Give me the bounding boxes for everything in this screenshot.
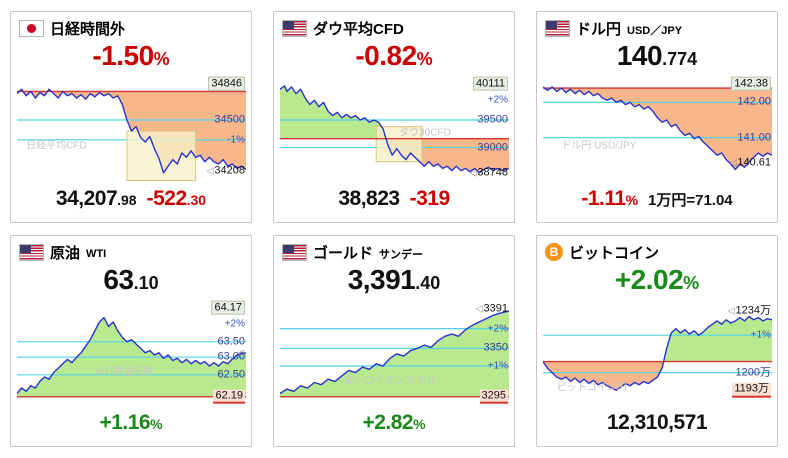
axis-label: 64.17 [211, 300, 245, 316]
us-flag-icon [282, 243, 307, 261]
axis-label: 142.38 [731, 76, 771, 92]
axis-label: 39500 [477, 113, 508, 126]
axis-label: 34846 [208, 76, 245, 92]
wti-chart[interactable]: 64.17 +2% 63.50 63.00 62.50 ◁ 62.19 WTI原油先物 [17, 300, 246, 410]
change-percent: +2.02% [614, 264, 700, 295]
current-price-marker: ◁ [237, 347, 244, 358]
panel-subtitle: WTI [86, 247, 107, 260]
us-flag-icon [545, 19, 570, 37]
change-percent: -1.11% [581, 187, 639, 210]
panel-dow-cfd: ダウ平均CFD -0.82% 40111 +2% 39500 39000 ◁38748 ダ… [273, 11, 515, 223]
panel-title: 原油 [50, 244, 81, 262]
axis-label: 63.00 [217, 350, 245, 363]
japan-flag-icon [19, 19, 44, 37]
chart-watermark: ダウ30CFD [399, 127, 451, 139]
panel-nikkei-afterhours: 日経時間外 -1.50% 34846 34500 -1% ◁34208 日経平均CFD … [10, 11, 252, 223]
conversion-note: 1万円=71.04 [648, 192, 733, 209]
change-percent: +2.82% [362, 411, 426, 434]
change-percent: +1.16% [99, 411, 163, 434]
price-and-change: +1.16% [11, 412, 251, 446]
chart-watermark: 日経平均CFD [26, 140, 87, 152]
axis-label: 1200万 [735, 366, 771, 379]
last-price: 34,207.98 [55, 187, 137, 210]
current-price-marker: ◁1234万 [727, 304, 771, 317]
us-flag-icon [19, 243, 44, 261]
panel-title: ダウ平均CFD [313, 20, 404, 38]
panel-header: ドル円 USD／JPY [537, 12, 777, 39]
axis-label: +2% [224, 318, 245, 330]
current-price-marker: ◁38748 [469, 166, 508, 179]
price-and-change: 34,207.98 -522.30 [11, 188, 251, 222]
chart-watermark: 金トロイオンス/ドル [344, 375, 437, 387]
price-and-change: 38,823 -319 [274, 188, 514, 222]
last-price-big: 3,391.40 [347, 264, 441, 295]
panel-title: 日経時間外 [50, 20, 126, 38]
panel-usd-jpy: ドル円 USD／JPY 140.774 142.38 142.00 141.00 ◁1… [536, 11, 778, 223]
gold-chart[interactable]: ◁3391 +2% 3350 +1% 3295 金トロイオンス/ドル [280, 300, 509, 410]
axis-label: 3295 [479, 389, 508, 405]
nikkei-chart[interactable]: 34846 34500 -1% ◁34208 日経平均CFD [17, 76, 246, 186]
last-price-big: 140.774 [616, 40, 698, 71]
chart-watermark: ドル円 USD/JPY [561, 140, 637, 152]
price-and-change: +2.82% [274, 412, 514, 446]
current-price-marker: ◁140.61 [729, 156, 771, 169]
bitcoin-chart[interactable]: ◁1234万 +1% 1200万 1193万 ビットコイン円 [543, 300, 772, 410]
panel-subtitle: USD／JPY [627, 24, 683, 37]
axis-label: 39000 [477, 141, 508, 154]
panel-title: ビットコイン [569, 244, 660, 262]
chart-watermark: WTI原油先物 [94, 366, 154, 378]
panel-crude-oil-wti: 原油 WTI 63.10 64.17 +2% 63.50 63.00 62.50 ◁ 62.… [10, 235, 252, 447]
panel-header: ビットコイン [537, 236, 777, 263]
panel-header: 原油 WTI [11, 236, 251, 263]
axis-label: +2% [487, 322, 508, 334]
axis-label: 62.50 [217, 368, 245, 381]
axis-label: +2% [487, 94, 508, 106]
axis-label: 3350 [483, 342, 508, 355]
axis-label: 40111 [473, 76, 508, 92]
panel-bitcoin: ビットコイン +2.02% ◁1234万 +1% 1200万 1193万 ビットコイン円… [536, 235, 778, 447]
axis-label: +1% [750, 329, 771, 341]
change-value: -522.30 [146, 187, 207, 210]
current-price-marker: ◁3391 [475, 302, 508, 315]
us-flag-icon [282, 19, 307, 37]
last-price-big: 63.10 [103, 264, 159, 295]
price-and-change: 12,310,571 [537, 412, 777, 446]
panel-header: ゴールド サンデー [274, 236, 514, 263]
panel-title: ドル円 [576, 20, 622, 38]
change-percent: -0.82% [355, 40, 433, 71]
axis-label: 1193万 [732, 382, 771, 398]
chart-watermark: ビットコイン円 [556, 382, 627, 394]
panel-gold-sunday: ゴールド サンデー 3,391.40 ◁3391 +2% 3350 +1% 3295 金ト… [273, 235, 515, 447]
price-and-change: -1.11% 1万円=71.04 [537, 188, 777, 222]
panel-title: ゴールド [313, 244, 374, 262]
dow-chart[interactable]: 40111 +2% 39500 39000 ◁38748 ダウ30CFD [280, 76, 509, 186]
axis-label: 142.00 [737, 96, 771, 109]
last-price: 38,823 [338, 187, 400, 210]
panel-header: ダウ平均CFD [274, 12, 514, 39]
axis-label: +1% [487, 360, 508, 372]
axis-label: 63.50 [217, 335, 245, 348]
axis-label: 34500 [214, 113, 245, 126]
current-price-marker: ◁34208 [206, 164, 245, 177]
last-price: 12,310,571 [606, 411, 708, 434]
bitcoin-icon [545, 243, 563, 261]
panel-subtitle: サンデー [379, 248, 424, 261]
axis-label: 62.19 [213, 389, 245, 405]
change-percent: -1.50% [92, 40, 170, 71]
change-value: -319 [409, 187, 451, 210]
usdjpy-chart[interactable]: 142.38 142.00 141.00 ◁140.61 ドル円 USD/JPY [543, 76, 772, 186]
axis-label: -1% [227, 134, 245, 146]
panel-header: 日経時間外 [11, 12, 251, 39]
axis-label: 141.00 [737, 131, 771, 144]
